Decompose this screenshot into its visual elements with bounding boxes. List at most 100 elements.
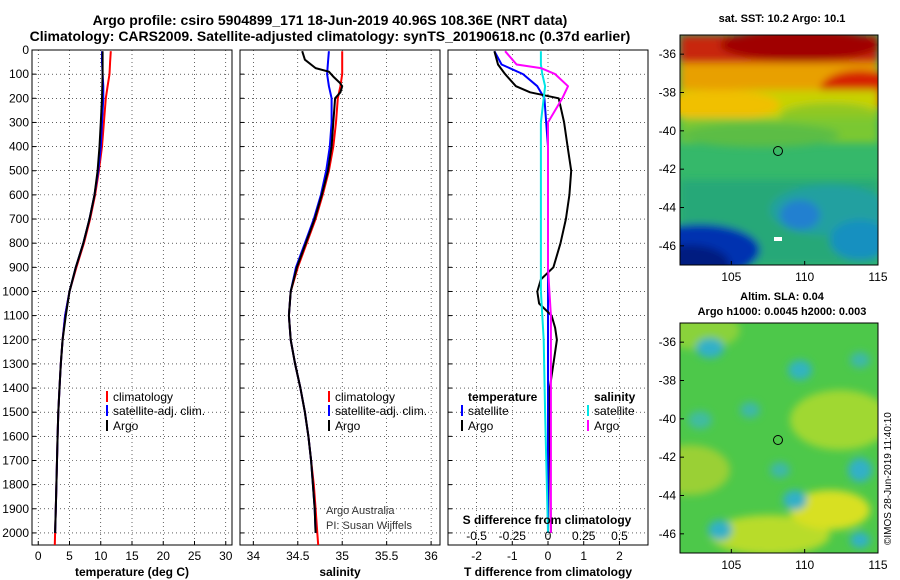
series-salinity-satellite <box>539 51 549 533</box>
s-diff-tick-label: -0.25 <box>499 529 527 543</box>
x-tick-label: 2 <box>616 549 623 563</box>
depth-tick-label: 1600 <box>2 429 29 443</box>
map-y-tick-label: -46 <box>659 527 677 541</box>
legend-argo: Argo <box>113 419 139 433</box>
sla-map-subtitle: Argo h1000: 0.0045 h2000: 0.003 <box>697 306 867 318</box>
depth-tick-label: 400 <box>9 140 29 154</box>
series-argo <box>287 50 344 533</box>
s-diff-tick-label: 0.5 <box>611 529 628 543</box>
depth-tick-label: 1000 <box>2 284 29 298</box>
depth-tick-label: 500 <box>9 164 29 178</box>
x-tick-label: 15 <box>125 549 139 563</box>
legend-satellite: satellite-adj. clim. <box>113 404 205 418</box>
sst-map <box>680 35 878 265</box>
map-y-tick-label: -38 <box>659 86 677 100</box>
legend-satellite-swatch <box>328 405 330 416</box>
sla-map-title: Altim. SLA: 0.04 <box>740 291 824 303</box>
series-salinity-argo <box>504 50 569 533</box>
map-y-tick-label: -46 <box>659 239 677 253</box>
legend-salinity-heading: salinity <box>594 390 636 404</box>
legend-t-argo: Argo <box>468 419 494 433</box>
credit-line-1: Argo Australia <box>326 505 395 517</box>
legend-temperature-heading: temperature <box>468 390 538 404</box>
series-climatology <box>287 51 344 546</box>
map-y-tick-label: -42 <box>659 450 677 464</box>
s-diff-tick-label: -0.5 <box>466 529 487 543</box>
title-line-1: Argo profile: csiro 5904899_171 18-Jun-2… <box>92 12 568 28</box>
depth-tick-label: 600 <box>9 188 29 202</box>
legend-satellite: satellite-adj. clim. <box>335 404 427 418</box>
depth-tick-label: 1900 <box>2 502 29 516</box>
legend-satellite-swatch <box>106 405 108 416</box>
legend-climatology-swatch <box>328 391 330 402</box>
x-tick-label: 30 <box>219 549 233 563</box>
difference-axis-label: T difference from climatology <box>464 565 632 579</box>
map-x-tick-label: 105 <box>721 558 741 572</box>
depth-tick-label: 200 <box>9 91 29 105</box>
depth-tick-label: 0 <box>22 43 29 57</box>
legend-s-argo-swatch <box>587 420 589 431</box>
sst-map-title: sat. SST: 10.2 Argo: 10.1 <box>718 13 846 25</box>
salinity-legend: climatology satellite-adj. clim. Argo Ar… <box>326 390 427 532</box>
depth-tick-label: 700 <box>9 212 29 226</box>
series-temperature-argo <box>493 50 573 533</box>
x-tick-label: 25 <box>188 549 202 563</box>
map-y-tick-label: -40 <box>659 412 677 426</box>
temperature-legend: climatology satellite-adj. clim. Argo <box>106 390 205 433</box>
legend-s-satellite: satellite <box>594 404 635 418</box>
x-tick-label: -1 <box>507 549 518 563</box>
x-tick-label: 1 <box>580 549 587 563</box>
legend-s-argo: Argo <box>594 419 620 433</box>
x-tick-label: 0 <box>545 549 552 563</box>
x-tick-label: 35.5 <box>375 549 399 563</box>
title-line-2: Climatology: CARS2009. Satellite-adjuste… <box>29 28 631 44</box>
legend-climatology: climatology <box>335 390 395 404</box>
difference-legend: temperature satellite Argo salinity sate… <box>461 390 636 527</box>
x-tick-label: 0 <box>35 549 42 563</box>
depth-tick-label: 1300 <box>2 357 29 371</box>
legend-s-satellite-swatch <box>587 405 589 416</box>
depth-tick-label: 1500 <box>2 405 29 419</box>
map-y-tick-label: -36 <box>659 335 677 349</box>
map-x-tick-label: 105 <box>721 270 741 284</box>
series-argo <box>54 51 104 533</box>
depth-tick-label: 900 <box>9 260 29 274</box>
x-tick-label: 35 <box>336 549 350 563</box>
legend-argo-swatch <box>328 420 330 431</box>
map-y-tick-label: -44 <box>659 201 677 215</box>
legend-argo-swatch <box>106 420 108 431</box>
s-difference-label: S difference from climatology <box>463 513 632 527</box>
map-y-tick-label: -44 <box>659 489 677 503</box>
x-tick-label: 34 <box>247 549 261 563</box>
map-x-tick-label: 115 <box>868 270 887 284</box>
legend-t-argo-swatch <box>461 420 463 431</box>
credit-line-2: PI: Susan Wijffels <box>326 520 412 532</box>
legend-climatology: climatology <box>113 390 173 404</box>
x-tick-label: -2 <box>471 549 482 563</box>
depth-tick-label: 100 <box>9 67 29 81</box>
legend-t-satellite-swatch <box>461 405 463 416</box>
legend-t-satellite: satellite <box>468 404 509 418</box>
depth-tick-label: 300 <box>9 115 29 129</box>
salinity-axis-label: salinity <box>319 565 361 579</box>
map-y-tick-label: -42 <box>659 162 677 176</box>
map-x-tick-label: 115 <box>868 558 887 572</box>
depth-tick-label: 1800 <box>2 478 29 492</box>
map-x-tick-label: 110 <box>795 558 814 572</box>
depth-tick-label: 1200 <box>2 333 29 347</box>
map-y-tick-label: -40 <box>659 124 677 138</box>
x-tick-label: 10 <box>94 549 108 563</box>
temperature-axis-label: temperature (deg C) <box>75 565 189 579</box>
depth-tick-label: 1100 <box>3 309 29 323</box>
x-tick-label: 5 <box>66 549 73 563</box>
legend-climatology-swatch <box>106 391 108 402</box>
map-y-tick-label: -36 <box>659 47 677 61</box>
sla-map <box>680 323 878 553</box>
depth-tick-label: 800 <box>9 236 29 250</box>
x-tick-label: 36 <box>424 549 438 563</box>
depth-tick-label: 1700 <box>2 453 29 467</box>
depth-tick-label: 1400 <box>2 381 29 395</box>
map-x-tick-label: 110 <box>795 270 814 284</box>
s-diff-tick-label: 0 <box>545 529 552 543</box>
